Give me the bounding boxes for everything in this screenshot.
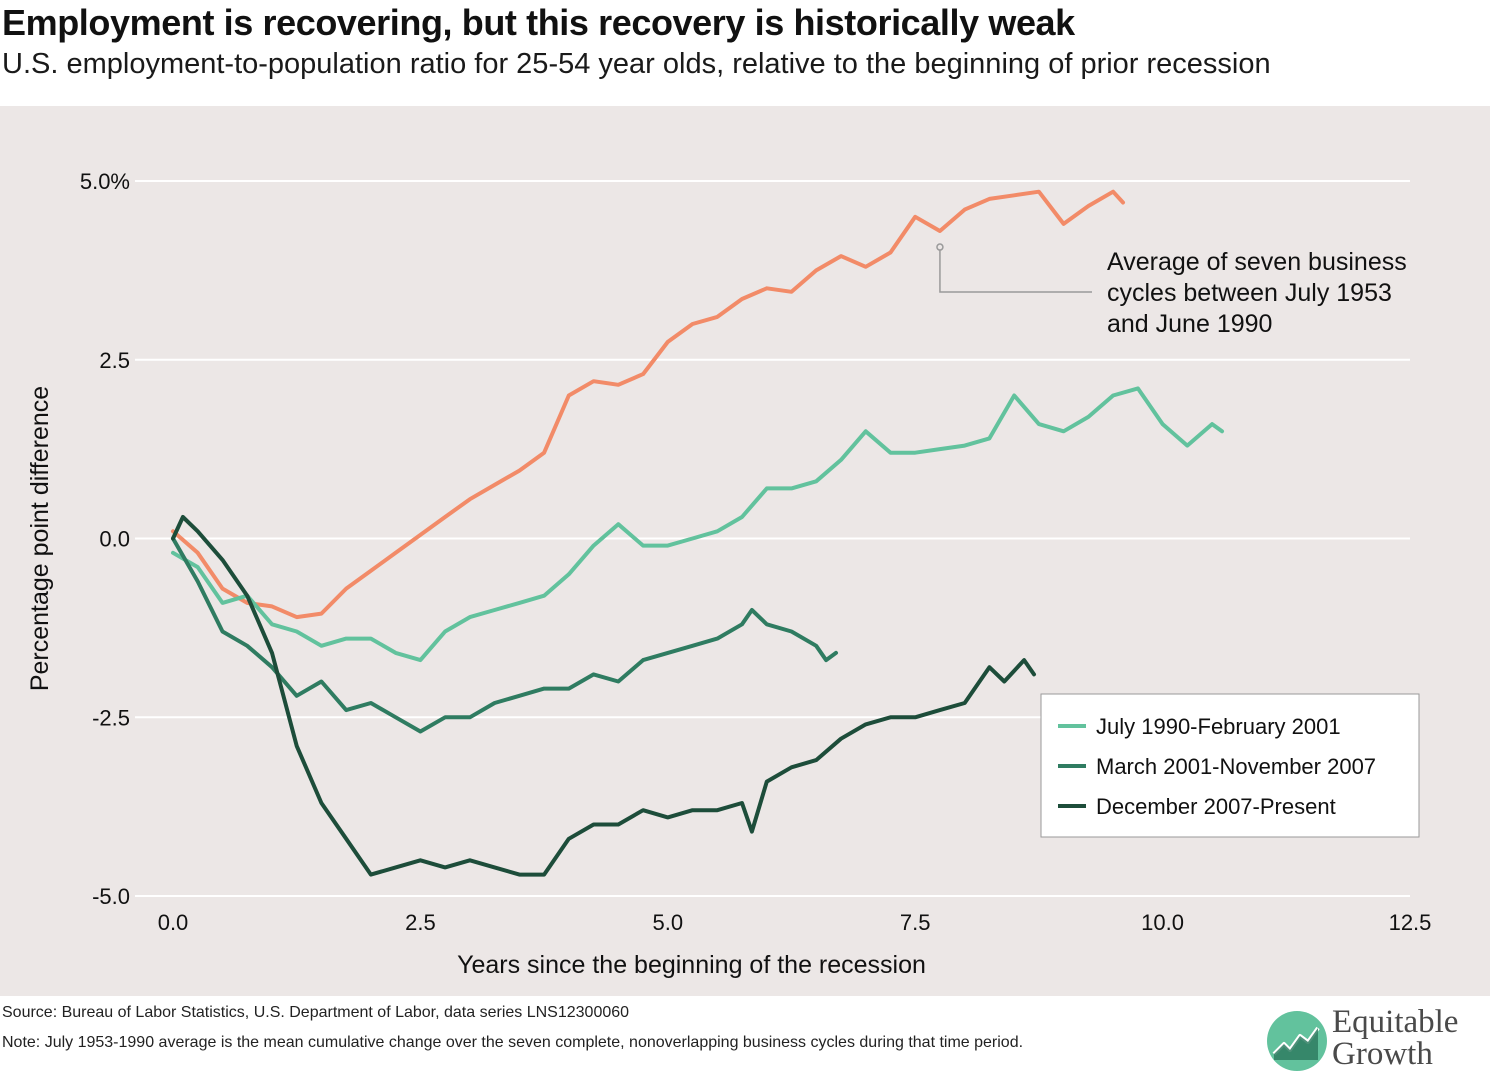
logo-line-2: Growth — [1332, 1036, 1433, 1072]
logo-line-1: Equitable — [1332, 1004, 1459, 1040]
legend-label-2001: March 2001-November 2007 — [1096, 754, 1376, 779]
annotation-line-3: and June 1990 — [1107, 310, 1272, 338]
logo-wordmark: Equitable Growth — [1332, 1004, 1459, 1072]
y-tick-label: -2.5 — [92, 705, 130, 730]
legend: July 1990-February 2001 March 2001-Novem… — [1040, 693, 1420, 838]
source-note: Source: Bureau of Labor Statistics, U.S.… — [2, 1004, 630, 1021]
x-tick-label: 0.0 — [158, 910, 189, 935]
chart-subtitle: U.S. employment-to-population ratio for … — [2, 48, 1271, 80]
series-lines — [171, 189, 1224, 877]
y-tick-label: 5.0% — [80, 169, 130, 194]
x-tick-label: 10.0 — [1141, 910, 1184, 935]
legend-label-2007: December 2007-Present — [1096, 794, 1336, 819]
y-tick-label: 2.5 — [99, 348, 130, 373]
annotation-line-2: cycles between July 1953 — [1107, 279, 1392, 307]
annotation-line-1: Average of seven business — [1107, 248, 1407, 276]
series-line-s2007 — [171, 515, 1036, 877]
x-axis-label: Years since the beginning of the recessi… — [457, 951, 926, 979]
annotation-marker — [936, 243, 944, 251]
x-axis-ticks: 0.0 2.5 5.0 7.5 10.0 12.5 — [158, 910, 1432, 935]
plot-panel: 5.0% 2.5 0.0 -2.5 -5.0 0.0 2.5 5.0 7.5 10.0 12.5 … — [0, 106, 1490, 996]
x-tick-label: 7.5 — [900, 910, 931, 935]
x-tick-label: 2.5 — [405, 910, 436, 935]
series-line-average — [171, 189, 1125, 620]
series-line-s1990 — [171, 386, 1224, 663]
y-tick-label: 0.0 — [99, 527, 130, 552]
legend-label-1990: July 1990-February 2001 — [1096, 714, 1341, 739]
footnote: Note: July 1953-1990 average is the mean… — [2, 1034, 1024, 1051]
x-tick-label: 5.0 — [653, 910, 684, 935]
y-tick-label: -5.0 — [92, 884, 130, 909]
y-axis-label: Percentage point difference — [26, 386, 54, 691]
logo-mark-icon — [1267, 1011, 1327, 1071]
annotation-leader-line — [939, 250, 1092, 293]
chart-title: Employment is recovering, but this recov… — [2, 2, 1075, 43]
legend-box — [1040, 693, 1420, 838]
x-tick-label: 12.5 — [1389, 910, 1432, 935]
line-chart: 5.0%2.50.0-2.5-5.0 0.0 2.5 5.0 7.5 10.0 12.5 … — [26, 169, 1432, 979]
series-line-s2001 — [171, 536, 838, 734]
annotation: Average of seven business cycles between… — [936, 243, 1407, 338]
y-axis-ticks: 5.0% 2.5 0.0 -2.5 -5.0 — [80, 169, 130, 909]
equitable-growth-logo: Equitable Growth — [1266, 1004, 1486, 1074]
